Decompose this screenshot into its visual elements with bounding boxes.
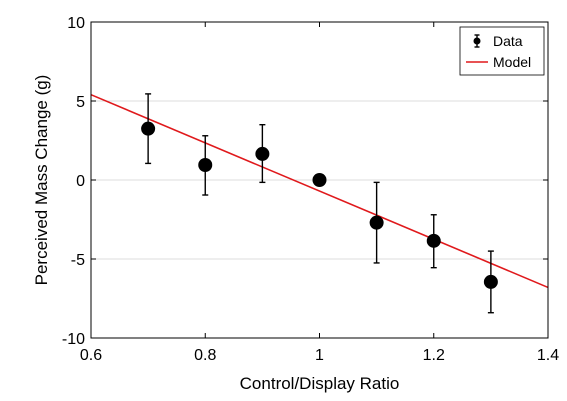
data-point	[198, 157, 213, 172]
data-point	[141, 121, 156, 136]
legend-box	[459, 26, 545, 76]
x-tick-label: 1.4	[537, 347, 559, 364]
legend-data-marker	[473, 34, 481, 48]
x-axis-label: Control/Display Ratio	[240, 374, 400, 393]
legend-entry-model: Model	[493, 54, 531, 70]
data-point	[369, 215, 384, 230]
legend: Data Model	[459, 26, 545, 76]
axis-ticks	[90, 21, 549, 339]
data-point	[483, 274, 498, 289]
x-tick-label: 1.2	[423, 347, 445, 364]
y-tick-label: 0	[76, 173, 85, 190]
y-tick-label: 10	[67, 15, 85, 32]
legend-marker-dot	[473, 37, 481, 45]
x-tick-label: 1	[315, 347, 324, 364]
data-point	[426, 233, 441, 248]
x-tick-labels: 0.6 0.8 1 1.2 1.4	[80, 347, 559, 364]
y-tick-label: -10	[62, 331, 85, 348]
legend-entry-data: Data	[493, 33, 523, 49]
data-point	[312, 173, 327, 187]
data-point	[255, 146, 270, 161]
y-tick-label: 5	[76, 94, 85, 111]
model-line	[90, 93, 549, 289]
error-bars	[145, 93, 494, 314]
y-axis-label: Perceived Mass Change (g)	[32, 75, 51, 286]
x-tick-label: 0.6	[80, 347, 102, 364]
model-series	[90, 93, 549, 289]
data-points	[141, 121, 498, 289]
x-tick-label: 0.8	[194, 347, 216, 364]
y-tick-label: -5	[71, 252, 85, 269]
y-tick-labels: -10 -5 0 5 10	[62, 15, 85, 348]
